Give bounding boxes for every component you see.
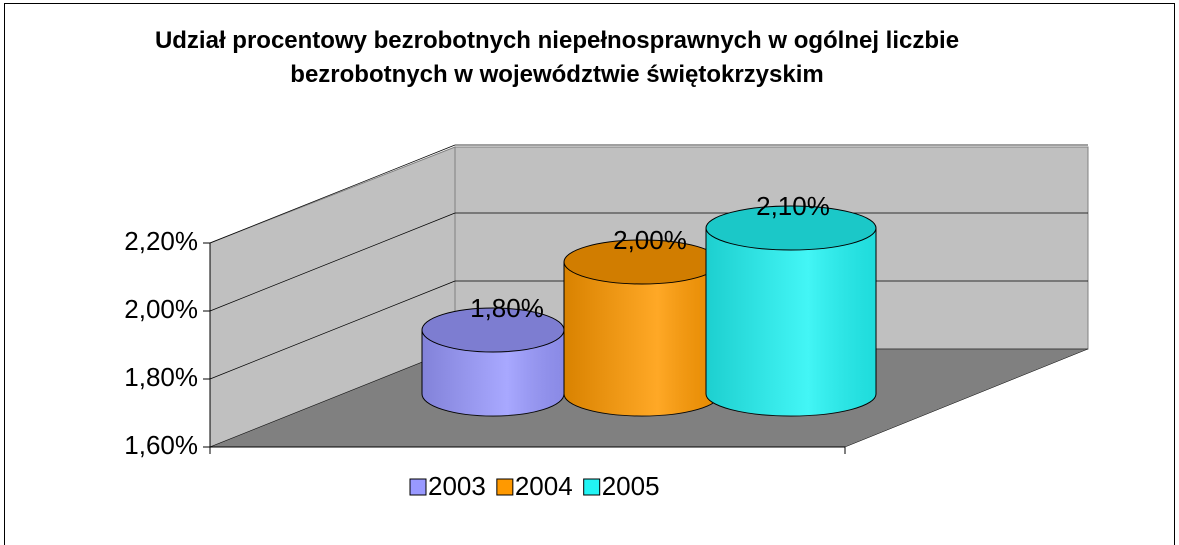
cylinder-shade xyxy=(706,228,876,416)
cylinder-shade xyxy=(564,262,720,416)
y-tick-label: 2,00% xyxy=(124,294,198,324)
y-tick-label: 1,80% xyxy=(124,362,198,392)
grid-line xyxy=(209,212,456,312)
grid-line xyxy=(209,144,456,244)
y-tick-label: 1,60% xyxy=(124,430,198,460)
value-label: 2,00% xyxy=(613,225,687,255)
cylinder-shade xyxy=(422,330,564,416)
chart-title: Udział procentowy bezrobotnych niepełnos… xyxy=(154,27,960,88)
frame xyxy=(4,3,1175,545)
legend-label: 2003 xyxy=(428,471,486,501)
legend-label: 2005 xyxy=(602,471,660,501)
legend-swatch xyxy=(409,478,427,496)
cylinder-top-shade xyxy=(706,206,876,250)
cylinder-top xyxy=(705,205,877,251)
legend-swatch xyxy=(496,478,514,496)
cylinder-top-shade xyxy=(564,240,720,284)
value-label: 2,10% xyxy=(756,191,830,221)
value-label: 1,80% xyxy=(470,293,544,323)
cylinder-top-shade xyxy=(422,308,564,352)
grid-line xyxy=(209,280,456,380)
legend-swatch xyxy=(583,478,601,496)
legend-label: 2004 xyxy=(515,471,573,501)
y-tick-label: 2,20% xyxy=(124,226,198,256)
